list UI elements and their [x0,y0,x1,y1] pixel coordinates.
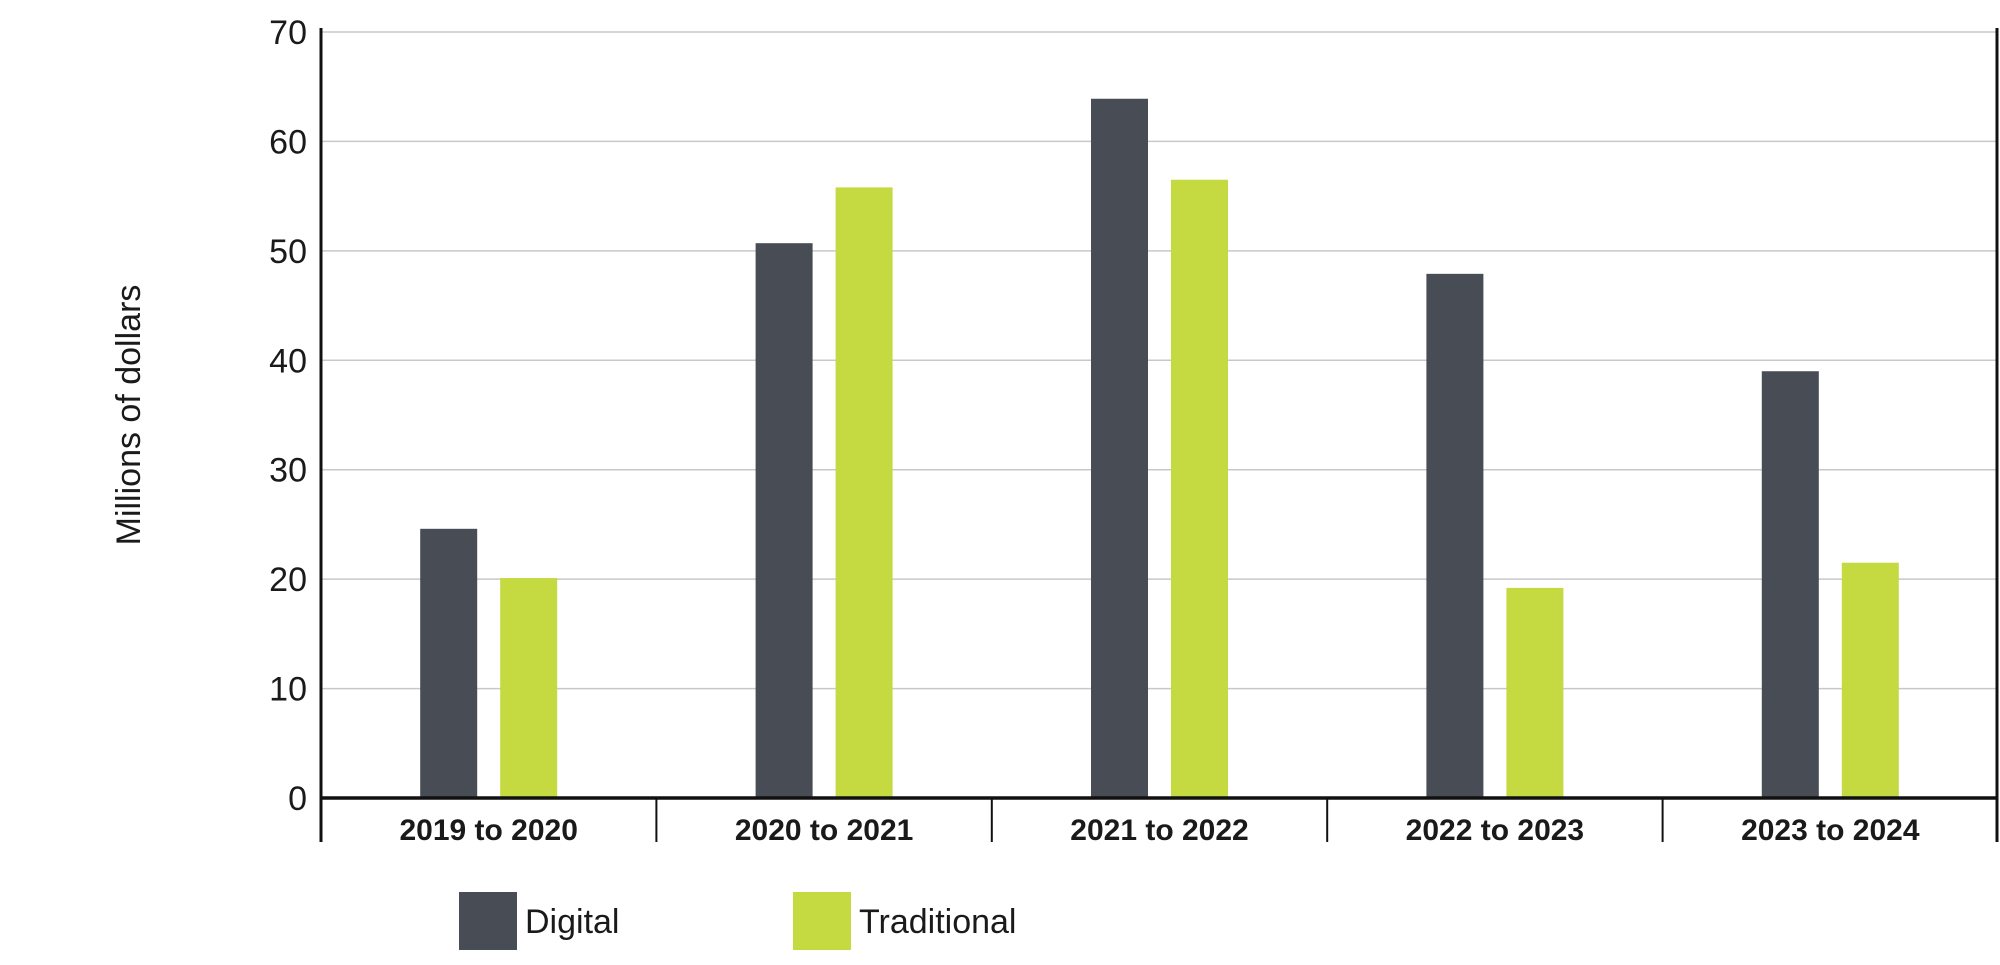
bar-digital-5 [1761,371,1819,798]
x-tick-label: 2021 to 2022 [1070,814,1248,847]
gridlines [321,31,1998,690]
y-tick-label: 10 [269,671,307,709]
bar-traditional-3 [1171,179,1228,798]
x-tick-label: 2023 to 2024 [1741,814,1920,847]
bar-traditional-2 [835,187,893,799]
legend-swatch-digital [459,892,517,950]
legend: Digital Traditional [459,892,1016,950]
bar-digital-3 [1091,98,1148,799]
bar-traditional-5 [1841,562,1899,798]
y-tick-label: 50 [269,233,307,271]
x-tick-label: 2020 to 2021 [735,814,913,847]
y-axis-ticks: 0 10 20 30 40 50 60 70 [269,14,307,818]
bar-traditional-4 [1506,587,1564,798]
legend-label-digital: Digital [525,903,619,941]
bar-digital-4 [1426,273,1484,798]
y-tick-label: 60 [269,123,307,161]
bar-digital-2 [755,243,813,798]
legend-label-traditional: Traditional [859,903,1016,941]
x-axis-labels: 2019 to 2020 2020 to 2021 2021 to 2022 2022… [399,814,1919,847]
bars [420,98,1899,799]
bar-digital-1 [420,528,478,798]
y-axis-title: Millions of dollars [110,285,148,546]
y-tick-label: 30 [269,452,307,490]
y-tick-label: 40 [269,342,307,380]
y-tick-label: 0 [288,780,307,818]
bar-traditional-1 [500,578,558,798]
x-tick-label: 2022 to 2023 [1406,814,1584,847]
x-tick-label: 2019 to 2020 [399,814,577,847]
legend-swatch-traditional [793,892,851,950]
axes [319,28,1999,842]
y-tick-label: 20 [269,561,307,599]
y-tick-label: 70 [269,14,307,52]
